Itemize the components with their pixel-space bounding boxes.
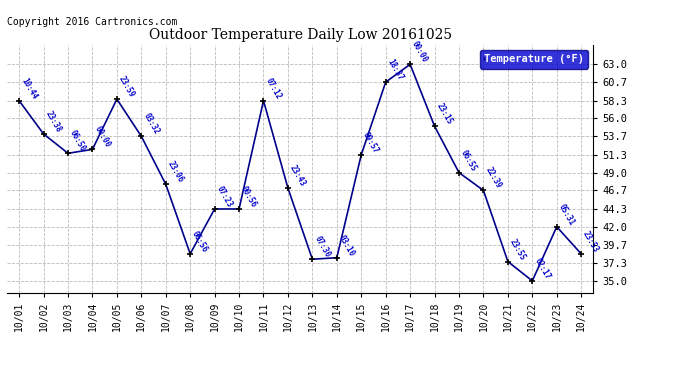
Text: 18:37: 18:37 xyxy=(386,58,405,82)
Text: 07:12: 07:12 xyxy=(264,76,283,101)
Text: 07:23: 07:23 xyxy=(215,184,234,209)
Text: 23:06: 23:06 xyxy=(166,160,185,184)
Text: 22:39: 22:39 xyxy=(484,166,503,190)
Text: 23:43: 23:43 xyxy=(288,164,307,188)
Title: Outdoor Temperature Daily Low 20161025: Outdoor Temperature Daily Low 20161025 xyxy=(148,28,452,42)
Text: 23:38: 23:38 xyxy=(43,110,63,134)
Text: 00:00: 00:00 xyxy=(92,125,112,149)
Text: 03:32: 03:32 xyxy=(141,112,161,136)
Text: 06:50: 06:50 xyxy=(68,129,88,153)
Text: 06:56: 06:56 xyxy=(190,229,210,254)
Text: Copyright 2016 Cartronics.com: Copyright 2016 Cartronics.com xyxy=(7,17,177,27)
Text: 07:30: 07:30 xyxy=(313,235,332,259)
Text: 10:44: 10:44 xyxy=(19,76,39,101)
Text: 23:59: 23:59 xyxy=(117,75,136,99)
Text: 02:17: 02:17 xyxy=(532,256,552,281)
Legend: Temperature (°F): Temperature (°F) xyxy=(480,50,588,69)
Text: 23:53: 23:53 xyxy=(581,229,600,254)
Text: 09:57: 09:57 xyxy=(362,130,381,155)
Text: 00:56: 00:56 xyxy=(239,184,259,209)
Text: 23:15: 23:15 xyxy=(435,102,454,126)
Text: 00:00: 00:00 xyxy=(410,40,429,64)
Text: 03:10: 03:10 xyxy=(337,233,356,258)
Text: 06:55: 06:55 xyxy=(459,148,478,172)
Text: 05:31: 05:31 xyxy=(557,202,576,227)
Text: 23:55: 23:55 xyxy=(508,237,527,262)
